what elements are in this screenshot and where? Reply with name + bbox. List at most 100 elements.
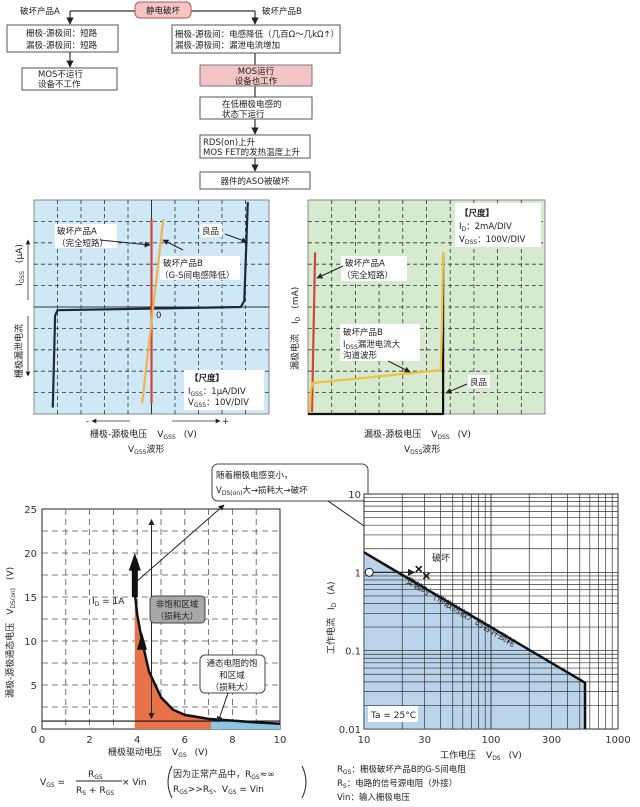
flow-b-step2-line: 在低栅极电感的 [222, 99, 282, 110]
c2-scale-box [455, 203, 541, 247]
c4-condition: Ta = 25°C [370, 711, 416, 721]
c3-region1-note: （损耗大） [156, 611, 199, 622]
flow-b-step3-box [199, 134, 311, 159]
c3-region2-line: 通态电阻的饱 [206, 658, 258, 669]
legend-item: Vin：输入栅极电压 [337, 792, 410, 803]
c1-arrow-a [99, 239, 151, 248]
y-tick-label: 0 [31, 725, 37, 736]
x-tick-label: 6 [182, 735, 188, 746]
legend-item: RS：电路的信号源电阻（外接） [337, 778, 457, 790]
x-tick-label: 1000 [605, 735, 630, 746]
flow-a-box [6, 24, 119, 53]
c4-y-axis-label: 工作电流ID(A) [325, 582, 338, 654]
c1-annotation-a-note: （完全短路） [57, 238, 108, 249]
c4-ylabel: 工作电流ID(A) [325, 582, 338, 654]
annotation-bg [340, 324, 420, 361]
formula-numerator: RGS [88, 770, 103, 781]
legend-item: RGS：栅极破坏产品B的G-S间电阻 [337, 764, 466, 776]
c1-annotation-b-note: （G-S间电感降低） [160, 270, 235, 281]
safe-operating-area-fill [364, 552, 586, 729]
flow-b-step3-line: RDS(on)上升 [203, 137, 256, 148]
c1-minus: - [86, 417, 89, 427]
annotation-bg [160, 256, 240, 280]
vgs-formula: VGS = RGS RS + RGS × Vin 因为正常产品中，RGS≈∞ R… [40, 765, 307, 799]
c2-annotation-b-note2: 沟道波形 [343, 350, 378, 361]
c3-saturated-region-box [199, 654, 266, 694]
c1-arrow-good [224, 233, 248, 243]
branch-b-label: 破坏产品B [262, 6, 302, 17]
c2-arrow-a [316, 265, 344, 279]
callout-box [211, 463, 369, 502]
flow-a-line: 漏极-源极间：短路 [26, 40, 98, 51]
c1-scale-box [184, 370, 264, 410]
series-line-良品 [51, 202, 249, 408]
c2-scale-current: ID：2mA/DIV [459, 222, 512, 233]
c1-arrow-b [162, 239, 184, 251]
y-tick-label: 0.1 [345, 647, 361, 658]
c2-ylabel: 漏极电流ID(mA) [289, 287, 302, 370]
c3-x-axis-label: 栅极驱动电压 VGS (V) [108, 746, 208, 759]
y-tick-label: 1 [355, 568, 361, 579]
c1-origin: 0 [156, 311, 161, 321]
c3-ylabel: 漏极-源极通态电压VDS(on)(V) [4, 567, 17, 698]
c2-caption: VDSS波形 [404, 443, 440, 456]
annotation-bg [55, 224, 117, 248]
x-tick-label: 8 [229, 735, 235, 746]
flow-b-step4-box [199, 171, 311, 190]
flow-b-step2-box [199, 96, 313, 120]
flow-root-label: 静电破坏 [146, 6, 181, 17]
x-tick-label: 10 [358, 735, 371, 746]
c1-annotation-good: 良品 [202, 226, 219, 237]
flow-root-box [134, 1, 192, 19]
c2-x-axis-label: 漏极-源极电压 VDSS (V) [364, 428, 471, 441]
flow-b-step1-line: 设备也工作 [235, 76, 278, 87]
flow-b-line: 栅极-源极间：电感降低（几百Ω～几kΩ↑） [175, 29, 339, 40]
formula-lhs: VGS = [40, 778, 65, 789]
x-tick-label: 30 [418, 735, 431, 746]
c2-scale-voltage: VDSS：100V/DIV [459, 235, 526, 246]
c2-scale-title: 【尺度】 [460, 208, 494, 219]
vds-on-chart: 0 2 4 6 8 10 0 5 10 15 20 25 [24, 505, 286, 746]
c3-region2-arrow [216, 692, 229, 723]
y-tick-label: 10 [24, 637, 37, 648]
c3-y-axis-label: 漏极-源极通态电压VDS(on)(V) [4, 567, 17, 698]
x-tick-label: 300 [542, 735, 561, 746]
c3-unsaturated-region-box [149, 595, 206, 624]
callout-arrow-left [135, 504, 225, 583]
flow-b-step4-label: 器件的ASO被破坏 [221, 176, 290, 187]
c4-failure-label: 破坏 [432, 552, 450, 564]
formula-parentheses [167, 765, 307, 799]
failure-point-marker [415, 565, 423, 573]
branch-a-label: 破坏产品A [20, 6, 60, 17]
c4-x-axis-label: 工作电压 VDS (V) [440, 749, 522, 762]
c3-region1-label: 非饱和区域 [156, 599, 199, 610]
c3-id-label: ID = 1A [92, 597, 125, 608]
y-tick-label: 10 [348, 490, 361, 501]
flow-a-result-box [21, 67, 118, 91]
x-tick-label: 100 [481, 735, 500, 746]
c3-region2-line: 和区域 [219, 670, 245, 681]
c1-caption: VGSS波形 [128, 443, 164, 456]
y-tick-label: 0.01 [339, 725, 361, 736]
formula-denominator: RS + RGS [76, 786, 114, 797]
y-tick-label: 15 [24, 593, 37, 604]
flow-b-line: 漏极-源极间：漏泄电流增加 [175, 40, 280, 51]
rising-arrow-icon [136, 632, 147, 650]
c1-annotation-b: 破坏产品B [163, 258, 203, 269]
flow-a-line: 栅极-源极间：短路 [26, 28, 98, 39]
y-tick-label: 5 [31, 681, 37, 692]
formula-times-vin: × Vin [122, 778, 147, 788]
formula-note1: 因为正常产品中，RGS≈∞ [173, 768, 275, 781]
flow-a-result-line: 设备不工作 [38, 79, 81, 90]
y-tick-label: 20 [24, 549, 37, 560]
c1-scale-voltage: VGSS：10V/DIV [188, 398, 249, 409]
annotation-bg [341, 256, 407, 281]
c3-region2-line: （损耗大） [211, 682, 254, 693]
c1-ylabel-cn: 栅极漏泄电流 [13, 324, 25, 378]
c1-y-axis-label: 栅极漏泄电流 IGSS(μA) [13, 244, 26, 378]
c1-annotation-a: 破坏产品A [57, 226, 97, 237]
c2-annotation-b: 破坏产品B [343, 327, 383, 338]
vds-curve [133, 592, 281, 725]
formula-note2: RGS>>RS、VGS = Vin [173, 785, 264, 796]
